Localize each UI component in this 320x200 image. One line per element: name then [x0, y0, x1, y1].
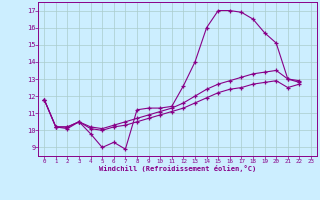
X-axis label: Windchill (Refroidissement éolien,°C): Windchill (Refroidissement éolien,°C)	[99, 165, 256, 172]
